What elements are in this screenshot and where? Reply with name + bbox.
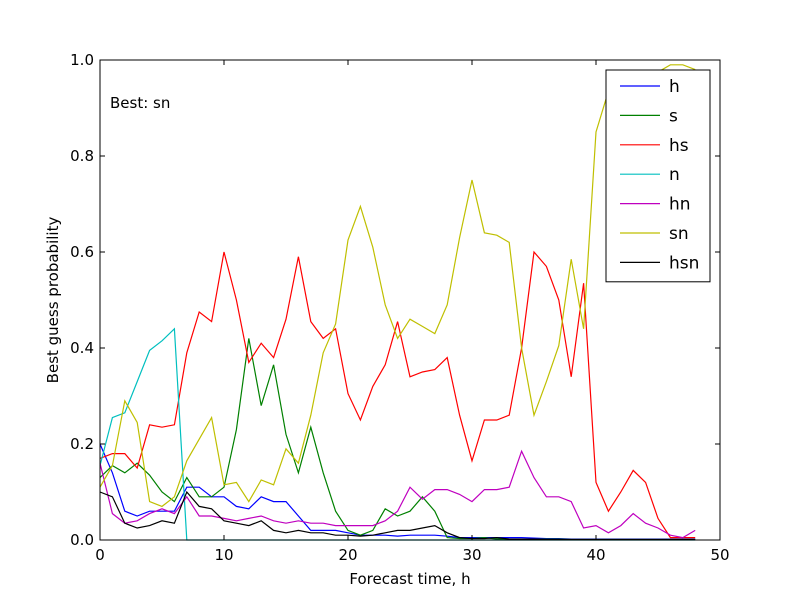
plot-frame [99, 59, 721, 541]
legend-label-s: s [669, 106, 678, 126]
y-tick-label: 1.0 [70, 51, 94, 69]
series-line-hn [99, 449, 696, 539]
legend-label-h: h [669, 77, 680, 97]
legend-label-hs: hs [669, 136, 689, 156]
y-tick-label: 0.8 [70, 147, 94, 165]
x-axis-label: Forecast time, h [349, 570, 470, 588]
best-annotation: Best: sn [110, 94, 170, 112]
legend-label-hsn: hsn [669, 253, 699, 273]
x-tick-label: 30 [462, 546, 481, 564]
legend-label-hn: hn [669, 195, 691, 215]
y-tick-label: 0.6 [70, 243, 94, 261]
y-axis-label: Best guess probability [44, 217, 62, 384]
axis-ticks: 0 10 20 30 40 50 0.0 0.2 0.4 0.6 0.8 1.0 [70, 51, 729, 564]
x-tick-label: 50 [710, 546, 729, 564]
series-line-hs [99, 250, 696, 539]
y-tick-label: 0.4 [70, 339, 94, 357]
legend-label-sn: sn [669, 224, 689, 244]
x-tick-label: 40 [586, 546, 605, 564]
x-tick-label: 20 [338, 546, 357, 564]
y-tick-label: 0.0 [70, 531, 94, 549]
legend-box [605, 69, 711, 283]
series-line-sn [99, 64, 696, 508]
y-tick-label: 0.2 [70, 435, 94, 453]
x-tick-label: 10 [214, 546, 233, 564]
x-tick-label: 0 [95, 546, 105, 564]
legend-label-n: n [669, 165, 680, 185]
